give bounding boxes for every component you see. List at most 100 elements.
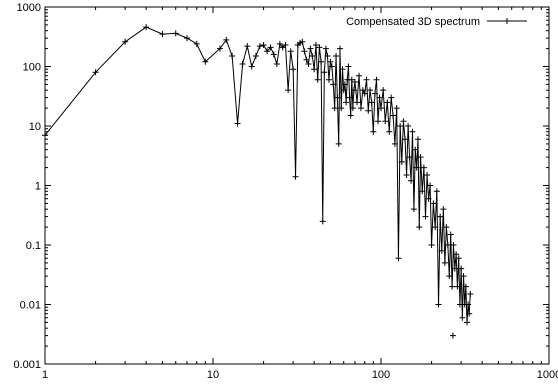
data-point bbox=[348, 76, 355, 83]
data-point bbox=[449, 283, 456, 290]
data-point bbox=[428, 242, 435, 248]
data-point bbox=[416, 224, 423, 231]
data-point bbox=[467, 291, 474, 298]
data-point bbox=[292, 173, 299, 180]
y-tick-label: 0.01 bbox=[20, 300, 41, 312]
data-point bbox=[338, 105, 345, 112]
data-point bbox=[363, 76, 370, 83]
data-point bbox=[349, 105, 356, 112]
data-point bbox=[273, 61, 280, 68]
data-point bbox=[159, 31, 166, 38]
data-point bbox=[397, 123, 404, 129]
data-point bbox=[287, 48, 294, 55]
data-point bbox=[303, 56, 310, 63]
data-point bbox=[301, 48, 308, 55]
data-point bbox=[330, 81, 337, 88]
data-point bbox=[267, 44, 274, 51]
data-point bbox=[347, 112, 354, 119]
data-point bbox=[370, 128, 377, 135]
data-point bbox=[229, 53, 236, 60]
data-point bbox=[376, 94, 383, 101]
data-point bbox=[248, 63, 255, 70]
data-point bbox=[325, 76, 332, 83]
data-point bbox=[346, 94, 353, 101]
data-point bbox=[244, 43, 251, 50]
y-tick-label: 1 bbox=[35, 181, 41, 193]
data-point bbox=[465, 301, 472, 308]
data-point bbox=[386, 128, 393, 135]
data-point bbox=[388, 94, 395, 101]
data-point bbox=[451, 265, 458, 272]
data-point bbox=[322, 45, 329, 52]
x-tick-label: 1 bbox=[42, 369, 48, 381]
data-point bbox=[305, 61, 312, 68]
data-point bbox=[458, 265, 465, 272]
data-point bbox=[425, 195, 432, 202]
data-point bbox=[299, 38, 306, 45]
data-point bbox=[440, 206, 447, 213]
data-point bbox=[354, 99, 361, 106]
y-tick-label: 100 bbox=[23, 62, 41, 74]
data-point bbox=[307, 45, 314, 52]
data-point bbox=[172, 30, 179, 37]
data-point bbox=[276, 40, 283, 47]
data-point bbox=[462, 283, 469, 290]
data-point bbox=[202, 58, 209, 65]
x-tick-label: 10 bbox=[207, 369, 219, 381]
data-point bbox=[466, 310, 473, 317]
data-point bbox=[327, 58, 334, 65]
data-point bbox=[223, 36, 230, 43]
data-point bbox=[193, 40, 200, 47]
data-point bbox=[357, 105, 364, 112]
data-point bbox=[309, 53, 316, 60]
plot-frame bbox=[44, 6, 550, 365]
x-tick-label: 100 bbox=[372, 369, 390, 381]
data-point bbox=[285, 87, 292, 94]
data-point bbox=[384, 99, 391, 106]
data-point bbox=[391, 140, 398, 147]
data-point bbox=[331, 105, 338, 112]
data-point bbox=[256, 43, 263, 50]
data-point bbox=[390, 112, 397, 119]
data-point bbox=[402, 136, 409, 143]
data-point bbox=[430, 200, 437, 207]
data-point bbox=[393, 105, 400, 112]
y-tick-label: 10 bbox=[29, 121, 41, 133]
data-point bbox=[412, 146, 419, 153]
data-point bbox=[400, 118, 407, 125]
data-point bbox=[453, 251, 460, 258]
data-point bbox=[351, 78, 358, 85]
x-tick-label: 1000 bbox=[537, 369, 558, 381]
data-point bbox=[234, 120, 241, 127]
data-point bbox=[350, 87, 357, 94]
data-point bbox=[463, 319, 470, 326]
data-point bbox=[450, 242, 457, 248]
series-layer bbox=[42, 24, 474, 339]
data-point bbox=[435, 301, 442, 308]
data-point bbox=[414, 136, 421, 143]
data-point bbox=[252, 53, 259, 60]
data-point bbox=[424, 172, 431, 179]
x-axis: 1 10 100 1000 bbox=[42, 7, 558, 381]
data-point bbox=[356, 72, 363, 79]
data-point bbox=[366, 87, 373, 94]
data-point bbox=[316, 44, 323, 51]
data-point bbox=[341, 81, 348, 88]
data-point bbox=[373, 76, 380, 83]
data-point bbox=[438, 247, 445, 254]
data-point bbox=[312, 41, 319, 48]
data-point bbox=[359, 87, 366, 94]
data-point bbox=[339, 66, 346, 73]
data-point bbox=[378, 105, 384, 112]
data-point bbox=[371, 90, 378, 97]
y-tick-label: 0.001 bbox=[13, 359, 41, 371]
data-point bbox=[427, 182, 434, 189]
data-point bbox=[406, 154, 413, 161]
data-point bbox=[422, 213, 429, 220]
data-point bbox=[216, 45, 223, 52]
y-axis: 0.001 0.01 0.1 1 10 100 1000 bbox=[13, 2, 549, 371]
y-tick-label: 0.1 bbox=[26, 240, 41, 252]
data-point bbox=[368, 99, 375, 106]
data-point bbox=[343, 99, 350, 106]
